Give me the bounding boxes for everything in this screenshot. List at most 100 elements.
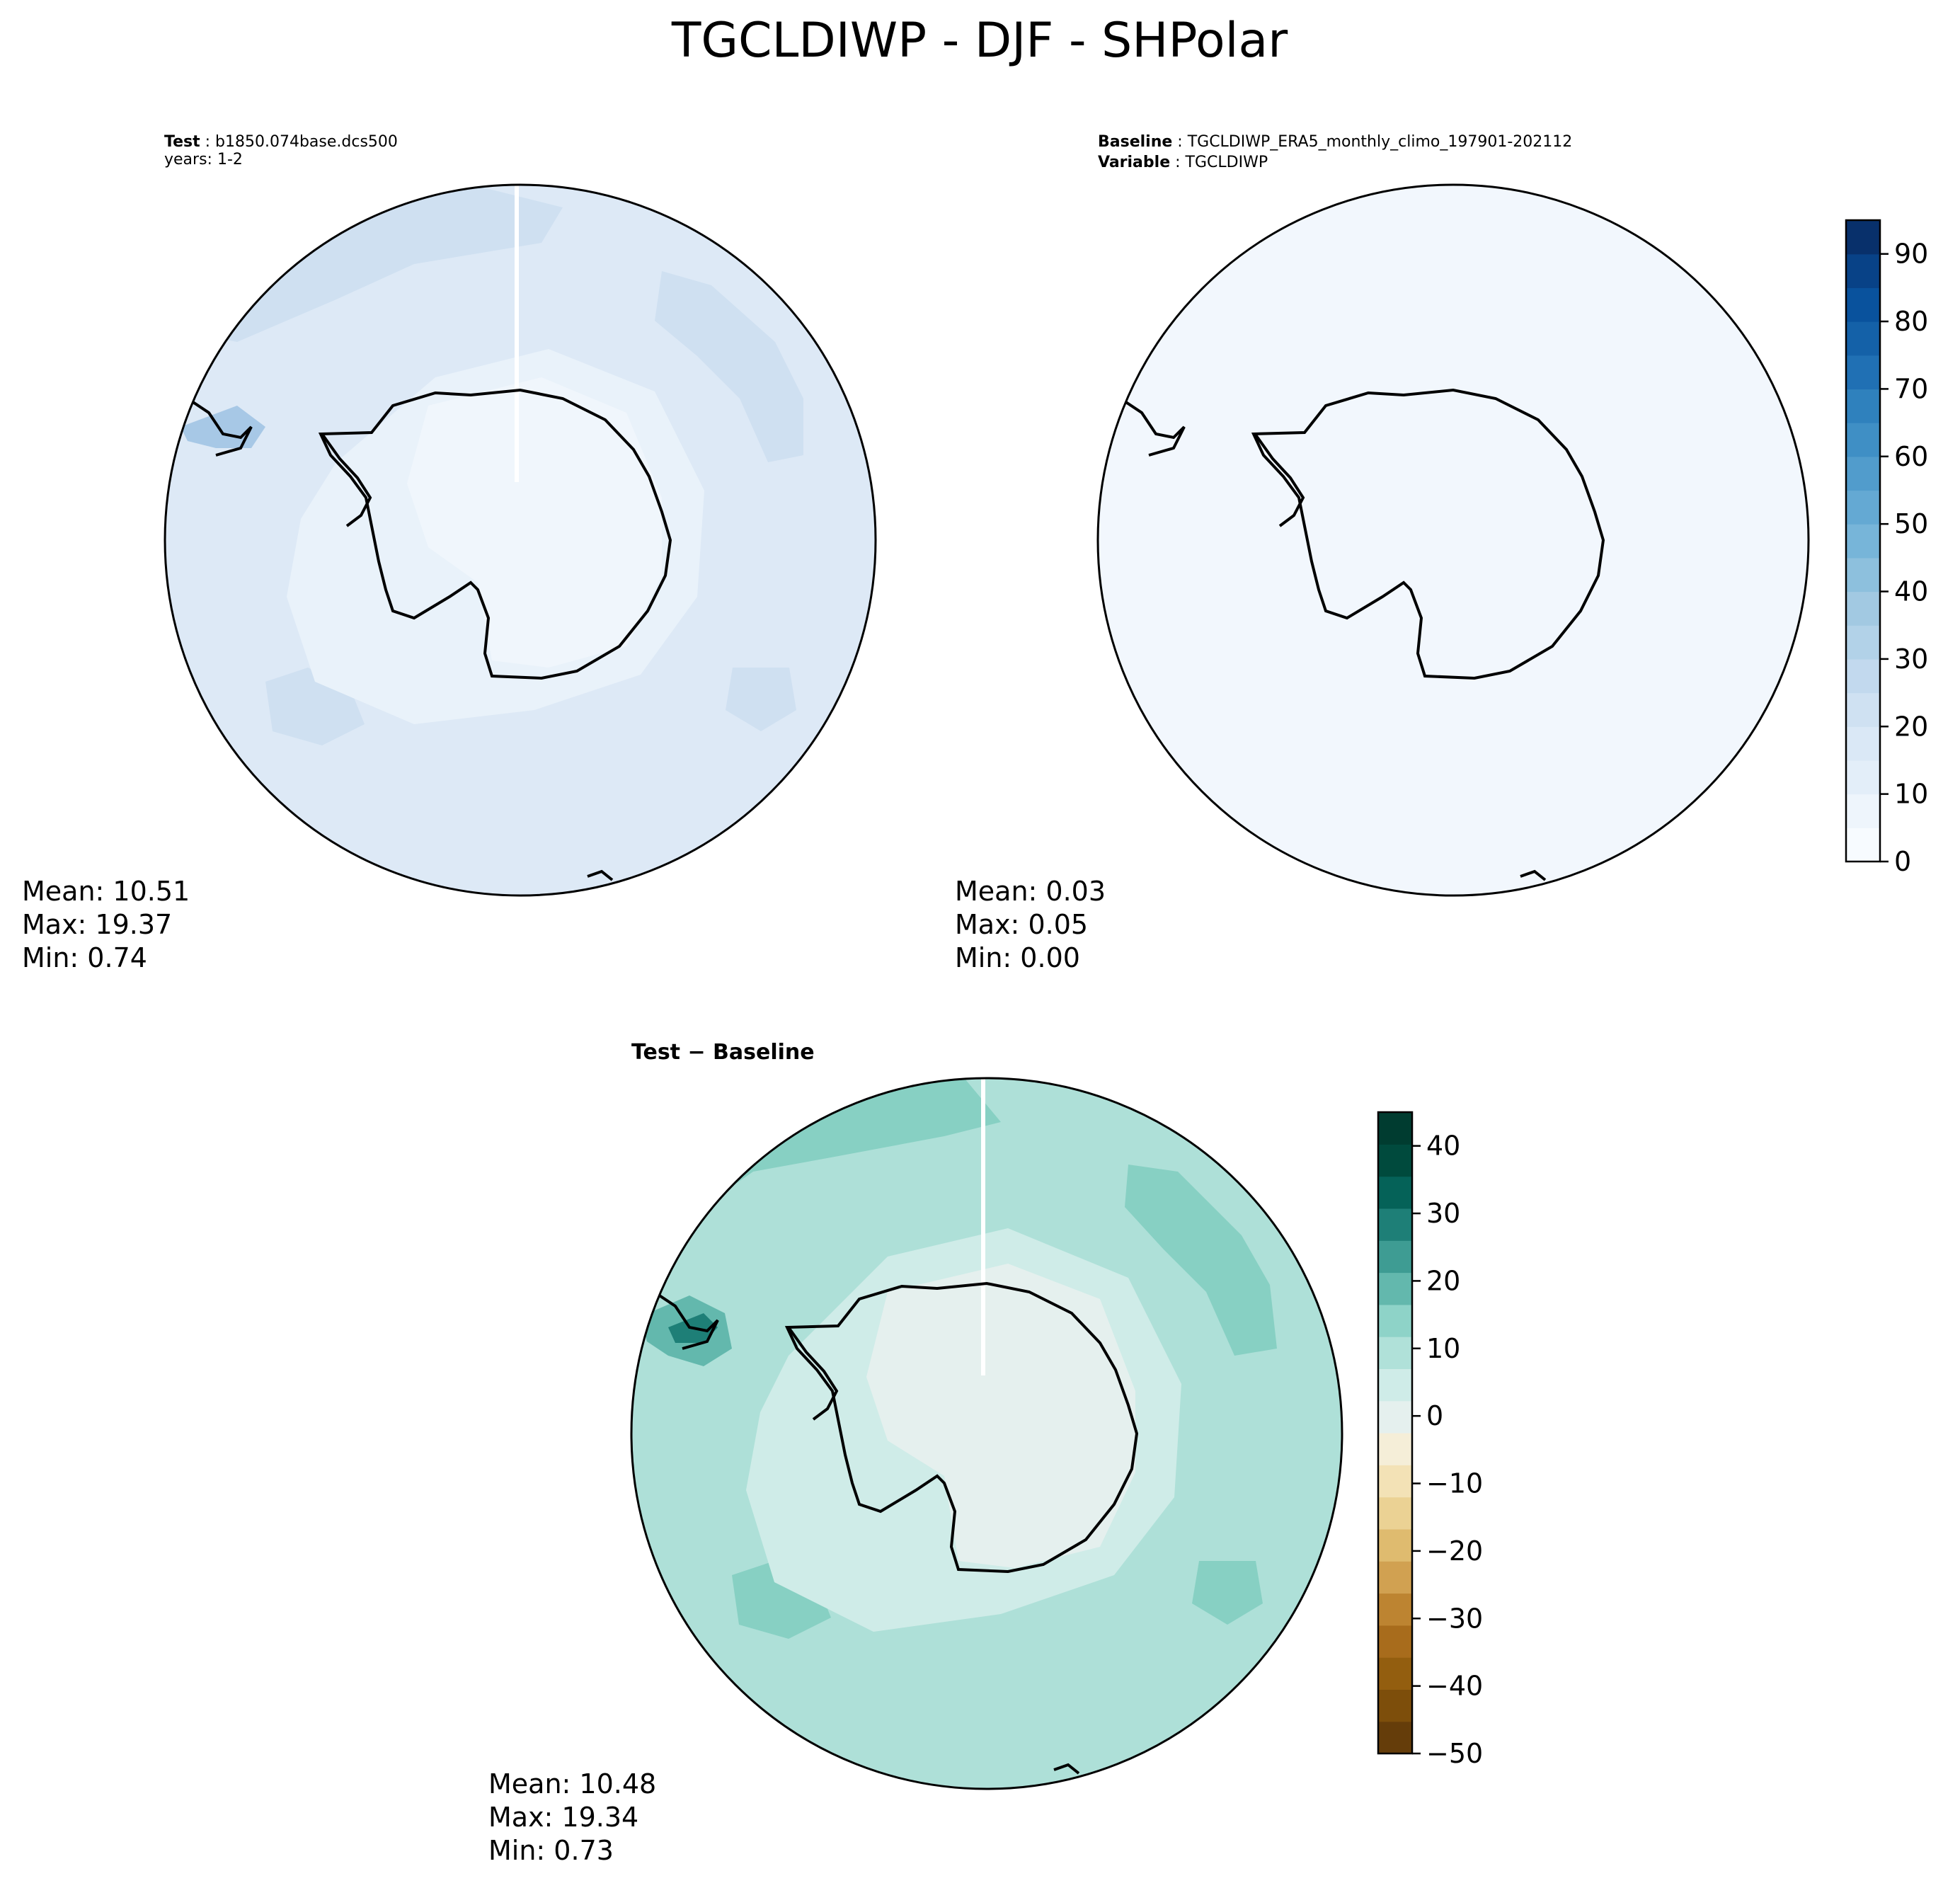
diff-missing-strip bbox=[981, 1078, 985, 1375]
test-contour-high-4 bbox=[726, 668, 796, 731]
colorbar-blues-swatch bbox=[1846, 591, 1880, 626]
diff-panel: Test − Baseline −50 −40 −30 −20 −10 0 10 20 30 40 bbox=[488, 1040, 1483, 1866]
colorbar-brbg-tick-label: −30 bbox=[1426, 1603, 1483, 1634]
baseline-variable-key: Variable bbox=[1098, 154, 1170, 171]
colorbar-brbg-tick-label: 40 bbox=[1426, 1131, 1460, 1162]
colorbar-brbg-swatch bbox=[1378, 1497, 1412, 1530]
colorbar-brbg-swatch bbox=[1378, 1561, 1412, 1594]
test-stat-max: Max: 19.37 bbox=[22, 909, 172, 940]
test-label-value: b1850.074base.dcs500 bbox=[215, 133, 398, 151]
colorbar-blues-swatch bbox=[1846, 828, 1880, 862]
colorbar-blues-swatch bbox=[1846, 625, 1880, 660]
colorbar-blues-swatch bbox=[1846, 389, 1880, 423]
colorbar-blues-swatch bbox=[1846, 321, 1880, 356]
colorbar-brbg-swatch bbox=[1378, 1112, 1412, 1145]
colorbar-brbg-swatch bbox=[1378, 1625, 1412, 1658]
colorbar-blues-swatch bbox=[1846, 557, 1880, 593]
colorbar-brbg-tick-label: −10 bbox=[1426, 1468, 1483, 1499]
baseline-stat-mean: Mean: 0.03 bbox=[955, 876, 1106, 907]
test-header-line2: years: 1-2 bbox=[164, 151, 243, 168]
colorbar-blues-tick-label: 90 bbox=[1894, 239, 1928, 270]
baseline-label-sep: : bbox=[1172, 133, 1187, 151]
colorbar-blues-swatch bbox=[1846, 490, 1880, 525]
baseline-variable-value: TGCLDIWP bbox=[1185, 154, 1268, 171]
test-stat-mean: Mean: 10.51 bbox=[22, 876, 190, 907]
colorbar-blues-tick-label: 60 bbox=[1894, 441, 1928, 472]
baseline-variable-sep: : bbox=[1170, 154, 1185, 171]
colorbar-blues-tick-label: 80 bbox=[1894, 306, 1928, 337]
colorbar-blues-swatch bbox=[1846, 658, 1880, 694]
colorbar-brbg-tick-label: −50 bbox=[1426, 1738, 1483, 1769]
colorbar-blues-tick-label: 50 bbox=[1894, 508, 1928, 539]
colorbar-brbg-swatch bbox=[1378, 1304, 1412, 1337]
baseline-header-line1: Baseline : TGCLDIWP_ERA5_monthly_climo_1… bbox=[1098, 133, 1572, 151]
diff-stat-max: Max: 19.34 bbox=[488, 1802, 638, 1833]
diff-contour-high-4 bbox=[1192, 1561, 1263, 1625]
colorbar-blues-swatch bbox=[1846, 794, 1880, 828]
colorbar-brbg-swatch bbox=[1378, 1272, 1412, 1305]
test-contour-peninsula bbox=[180, 406, 265, 448]
baseline-stat-max: Max: 0.05 bbox=[955, 909, 1088, 940]
colorbar-brbg-tick-label: 0 bbox=[1426, 1400, 1443, 1431]
colorbar-blues-swatch bbox=[1846, 692, 1880, 727]
colorbar-blues-tick-label: 70 bbox=[1894, 373, 1928, 404]
test-missing-strip bbox=[515, 185, 519, 482]
test-contour-high bbox=[166, 186, 563, 342]
test-panel: Test : b1850.074base.dcs500 years: 1-2 M… bbox=[22, 133, 877, 973]
colorbar-blues-swatch bbox=[1846, 220, 1880, 255]
colorbar-blues-tick-label: 10 bbox=[1894, 779, 1928, 810]
colorbar-brbg-swatch bbox=[1378, 1176, 1412, 1209]
test-contour-interior bbox=[407, 377, 662, 668]
colorbar-blues-swatch bbox=[1846, 456, 1880, 491]
colorbar-blues-tick-label: 0 bbox=[1894, 846, 1911, 877]
colorbar-blues-swatch bbox=[1846, 355, 1880, 390]
colorbar-brbg-swatch bbox=[1378, 1368, 1412, 1402]
baseline-header-line2: Variable : TGCLDIWP bbox=[1098, 154, 1268, 171]
colorbar-brbg-swatch bbox=[1378, 1528, 1412, 1562]
test-map bbox=[164, 183, 877, 897]
colorbar-blues-tick-label: 40 bbox=[1894, 576, 1928, 607]
diff-stat-min: Min: 0.73 bbox=[488, 1835, 614, 1866]
colorbar-brbg-tick-label: 10 bbox=[1426, 1333, 1460, 1364]
colorbar-brbg-swatch bbox=[1378, 1400, 1412, 1434]
colorbar-brbg-frame bbox=[1377, 1111, 1414, 1755]
colorbar-blues-swatch bbox=[1846, 423, 1880, 457]
diff-contour-high-2 bbox=[1125, 1165, 1277, 1356]
baseline-label-value: TGCLDIWP_ERA5_monthly_climo_197901-20211… bbox=[1187, 133, 1573, 151]
diff-map bbox=[630, 1077, 1343, 1790]
colorbar-brbg-swatch bbox=[1378, 1433, 1412, 1465]
colorbar-brbg-swatch bbox=[1378, 1240, 1412, 1274]
baseline-label-key: Baseline bbox=[1098, 133, 1172, 151]
colorbar-brbg: −50 −40 −30 −20 −10 0 10 20 30 40 bbox=[1377, 1111, 1483, 1769]
colorbar-blues: 0 10 20 30 40 50 60 70 80 90 bbox=[1845, 219, 1928, 877]
colorbar-blues-swatch bbox=[1846, 524, 1880, 559]
colorbar-brbg-swatch bbox=[1378, 1465, 1412, 1498]
test-header-line1: Test : b1850.074base.dcs500 bbox=[164, 133, 398, 151]
baseline-map-border bbox=[1096, 183, 1810, 897]
colorbar-brbg-swatch bbox=[1378, 1208, 1412, 1241]
baseline-panel: Baseline : TGCLDIWP_ERA5_monthly_climo_1… bbox=[955, 133, 1928, 973]
test-stat-min: Min: 0.74 bbox=[22, 942, 147, 973]
colorbar-blues-tick-label: 30 bbox=[1894, 643, 1928, 675]
colorbar-brbg-tick-label: 30 bbox=[1426, 1198, 1460, 1229]
colorbar-brbg-swatch bbox=[1378, 1689, 1412, 1722]
colorbar-blues-swatch bbox=[1846, 253, 1880, 288]
figure-title: TGCLDIWP - DJF - SHPolar bbox=[671, 13, 1288, 69]
diff-coast-small-island bbox=[1053, 1763, 1080, 1775]
diff-contour-high bbox=[647, 1080, 1001, 1221]
colorbar-brbg-swatch bbox=[1378, 1337, 1412, 1369]
baseline-coast-small-island bbox=[1520, 869, 1547, 881]
diff-map-border bbox=[630, 1077, 1343, 1790]
test-label-sep: : bbox=[200, 133, 215, 151]
colorbar-blues-tick-label: 20 bbox=[1894, 711, 1928, 742]
colorbar-blues-swatch bbox=[1846, 287, 1880, 322]
diff-title: Test − Baseline bbox=[631, 1040, 815, 1065]
baseline-stat-min: Min: 0.00 bbox=[955, 942, 1080, 973]
colorbar-brbg-swatch bbox=[1378, 1721, 1412, 1754]
baseline-map-background bbox=[1098, 185, 1809, 896]
diff-stat-mean: Mean: 10.48 bbox=[488, 1768, 656, 1800]
baseline-map bbox=[1096, 183, 1810, 897]
test-contour-high-2 bbox=[655, 271, 803, 462]
colorbar-brbg-swatch bbox=[1378, 1593, 1412, 1626]
